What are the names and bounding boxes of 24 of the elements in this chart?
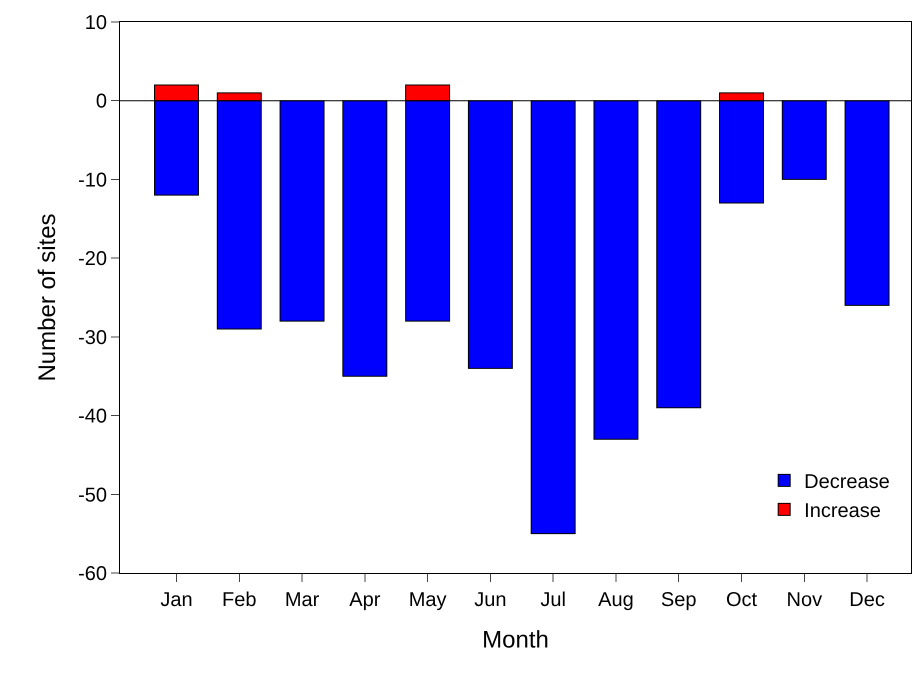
x-tick-label: Dec <box>849 589 885 611</box>
x-tick-label: Jun <box>474 589 507 611</box>
x-tick-label: May <box>408 589 447 611</box>
x-tick-label: Nov <box>786 589 822 611</box>
y-tick-label: -10 <box>78 169 107 192</box>
y-tick-label: 0 <box>96 90 107 113</box>
x-tick-label: Feb <box>222 589 257 611</box>
x-tick-label: Apr <box>349 589 381 611</box>
y-tick-label: 10 <box>84 12 107 34</box>
x-tick-label: Sep <box>660 589 697 611</box>
x-tick-label: Mar <box>284 589 320 611</box>
x-tick-label: Aug <box>598 589 634 611</box>
y-tick-label: -50 <box>78 484 107 506</box>
y-axis-title: Number of sites <box>34 213 62 382</box>
y-tick-label: -30 <box>78 326 107 349</box>
y-tick-label: -20 <box>78 248 107 270</box>
x-tick-label: Jan <box>160 589 193 611</box>
x-tick-label: Jul <box>540 589 566 611</box>
y-tick-label: -40 <box>78 406 107 428</box>
legend-label: Decrease <box>804 471 890 494</box>
x-tick-label: Oct <box>726 589 758 611</box>
y-tick-label: -60 <box>78 563 107 585</box>
legend-label: Increase <box>804 500 881 522</box>
x-axis-title: Month <box>482 626 549 654</box>
